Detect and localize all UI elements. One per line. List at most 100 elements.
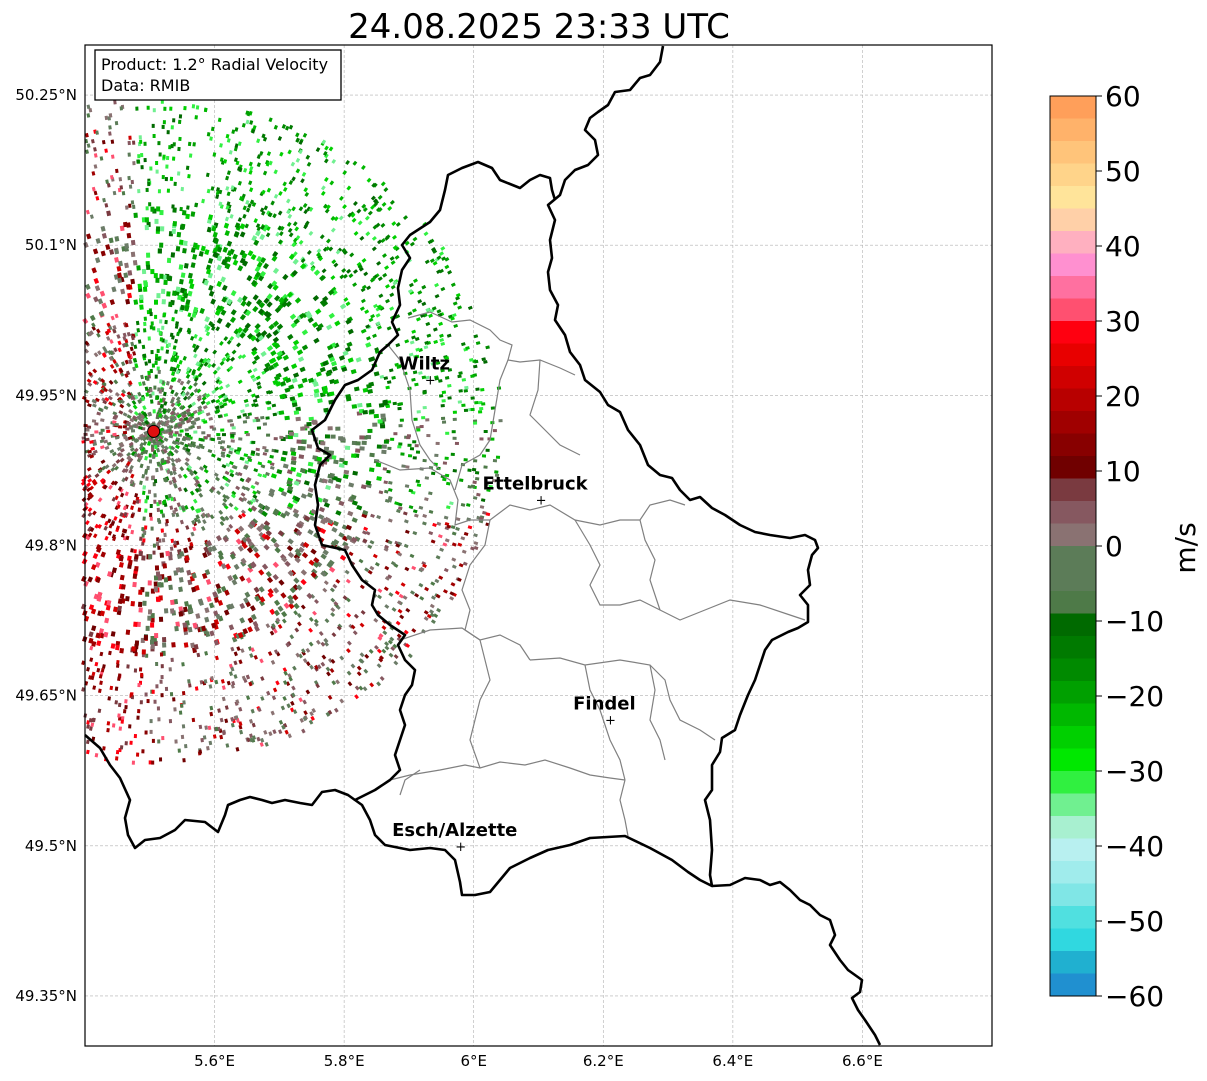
radar-echo-pixel [334, 483, 341, 490]
radar-echo-pixel [278, 579, 285, 586]
radar-echo-pixel [174, 391, 179, 397]
radar-echo-pixel [264, 448, 269, 453]
radar-echo-pixel [308, 641, 314, 647]
radar-echo-pixel [112, 328, 117, 334]
radar-echo-pixel [224, 589, 230, 596]
radar-echo-pixel [168, 667, 172, 672]
colorbar-band [1050, 366, 1096, 389]
radar-echo-pixel [129, 479, 134, 485]
radar-echo-pixel [127, 382, 132, 388]
radar-echo-pixel [233, 660, 238, 666]
radar-echo-pixel [231, 680, 236, 686]
radar-echo-pixel [287, 570, 294, 577]
radar-echo-pixel [358, 558, 364, 564]
radar-echo-pixel [156, 447, 161, 453]
radar-echo-pixel [84, 340, 90, 346]
radar-echo-pixel [179, 206, 183, 212]
colorbar-tick-label: −60 [1105, 980, 1164, 1013]
radar-echo-pixel [282, 680, 288, 686]
radar-echo-pixel [191, 441, 196, 446]
radar-echo-pixel [163, 279, 168, 285]
radar-echo-pixel [289, 431, 294, 436]
radar-echo-pixel [306, 592, 313, 600]
radar-echo-pixel [423, 345, 429, 350]
radar-echo-pixel [177, 294, 182, 301]
radar-echo-pixel [288, 676, 293, 682]
radar-echo-pixel [292, 709, 298, 715]
radar-echo-pixel [447, 383, 452, 388]
radar-echo-pixel [237, 514, 243, 520]
radar-echo-pixel [316, 456, 323, 462]
radar-echo-pixel [271, 255, 278, 262]
radar-echo-pixel [285, 125, 290, 131]
radar-echo-pixel [164, 494, 169, 500]
radar-echo-pixel [264, 362, 271, 369]
radar-echo-pixel [117, 676, 121, 681]
radar-echo-pixel [159, 552, 165, 558]
radar-echo-pixel [126, 461, 131, 467]
colorbar-tick-label: 60 [1105, 80, 1141, 113]
radar-echo-pixel [152, 134, 156, 138]
radar-echo-pixel [266, 226, 271, 232]
radar-echo-pixel [321, 139, 327, 145]
radar-echo-pixel [225, 563, 232, 570]
radar-echo-pixel [182, 700, 186, 705]
radar-echo-pixel [200, 400, 206, 405]
radar-echo-pixel [438, 321, 444, 327]
radar-echo-pixel [87, 403, 92, 408]
radar-echo-pixel [330, 360, 338, 367]
radar-echo-pixel [150, 622, 155, 628]
radar-echo-pixel [457, 305, 463, 310]
radar-echo-pixel [373, 198, 378, 204]
radar-echo-pixel [130, 341, 135, 347]
radar-echo-pixel [97, 350, 102, 356]
radar-echo-pixel [440, 404, 445, 408]
radar-echo-pixel [324, 434, 330, 439]
radar-echo-pixel [172, 290, 177, 297]
radar-echo-pixel [228, 365, 234, 371]
radar-echo-pixel [134, 363, 139, 369]
radar-echo-pixel [277, 530, 285, 537]
radar-echo-pixel [401, 464, 406, 468]
radar-echo-pixel [369, 565, 375, 571]
radar-echo-pixel [189, 316, 194, 322]
radar-echo-pixel [444, 473, 450, 478]
radar-echo-pixel [372, 422, 378, 427]
radar-echo-pixel [243, 597, 250, 604]
radar-echo-pixel [341, 267, 347, 273]
radar-echo-pixel [113, 480, 119, 486]
radar-echo-pixel [192, 409, 198, 415]
radar-echo-pixel [266, 433, 271, 437]
radar-echo-pixel [144, 386, 149, 391]
radar-echo-pixel [130, 548, 134, 553]
radar-echo-pixel [362, 538, 368, 543]
radar-echo-pixel [137, 339, 142, 344]
radar-echo-pixel [202, 464, 208, 470]
radar-echo-pixel [157, 141, 161, 146]
radar-echo-pixel [123, 221, 128, 228]
radar-echo-pixel [441, 420, 447, 424]
radar-echo-pixel [166, 155, 170, 161]
radar-echo-pixel [292, 665, 297, 671]
radar-echo-pixel [338, 215, 344, 221]
radar-echo-pixel [229, 213, 234, 219]
radar-echo-pixel [262, 226, 268, 232]
radar-echo-pixel [107, 388, 113, 394]
radar-echo-pixel [178, 586, 183, 593]
radar-echo-pixel [100, 225, 106, 232]
radar-echo-pixel [152, 326, 156, 331]
radar-echo-pixel [297, 621, 302, 627]
radar-echo-pixel [333, 459, 339, 465]
radar-echo-pixel [376, 681, 382, 687]
radar-echo-pixel [122, 709, 127, 714]
radar-echo-pixel [335, 578, 341, 584]
radar-echo-pixel [238, 721, 243, 727]
radar-echo-pixel [330, 275, 336, 280]
radar-echo-pixel [404, 529, 410, 534]
radar-echo-pixel [149, 512, 153, 517]
radar-echo-pixel [182, 413, 187, 419]
radar-echo-pixel [129, 418, 135, 423]
radar-echo-pixel [376, 648, 382, 654]
radar-echo-pixel [212, 247, 218, 254]
radar-echo-pixel [250, 505, 258, 512]
